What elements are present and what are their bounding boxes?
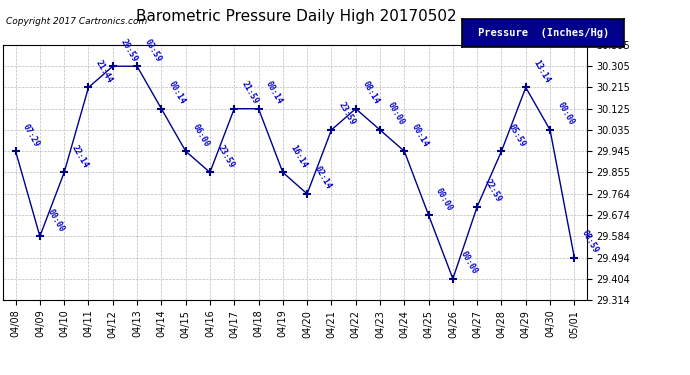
Text: 00:00: 00:00 — [434, 186, 455, 212]
Text: 00:14: 00:14 — [410, 122, 430, 148]
Text: 13:14: 13:14 — [531, 58, 551, 85]
Text: 16:14: 16:14 — [288, 144, 308, 170]
Text: Barometric Pressure Daily High 20170502: Barometric Pressure Daily High 20170502 — [137, 9, 457, 24]
Text: 00:14: 00:14 — [264, 80, 284, 106]
Text: 00:00: 00:00 — [555, 101, 576, 127]
Text: 22:59: 22:59 — [483, 178, 503, 204]
Text: 00:00: 00:00 — [386, 101, 406, 127]
Text: 00:14: 00:14 — [167, 80, 187, 106]
Text: 23:59: 23:59 — [215, 144, 236, 170]
Text: 03:59: 03:59 — [143, 37, 163, 63]
Text: 00:00: 00:00 — [46, 207, 66, 234]
Text: Copyright 2017 Cartronics.com: Copyright 2017 Cartronics.com — [6, 17, 147, 26]
Text: 05:59: 05:59 — [507, 122, 527, 148]
Text: 08:59: 08:59 — [580, 229, 600, 255]
Text: 20:59: 20:59 — [118, 37, 139, 63]
Text: 21:44: 21:44 — [94, 58, 115, 85]
Text: 00:00: 00:00 — [458, 250, 479, 276]
Text: 06:00: 06:00 — [191, 122, 212, 148]
Text: 07:29: 07:29 — [21, 122, 41, 148]
Text: 22:14: 22:14 — [70, 144, 90, 170]
Text: 23:59: 23:59 — [337, 101, 357, 127]
Text: 21:59: 21:59 — [240, 80, 260, 106]
Text: Pressure  (Inches/Hg): Pressure (Inches/Hg) — [477, 28, 609, 38]
Text: 08:14: 08:14 — [362, 80, 382, 106]
Text: 02:14: 02:14 — [313, 165, 333, 191]
